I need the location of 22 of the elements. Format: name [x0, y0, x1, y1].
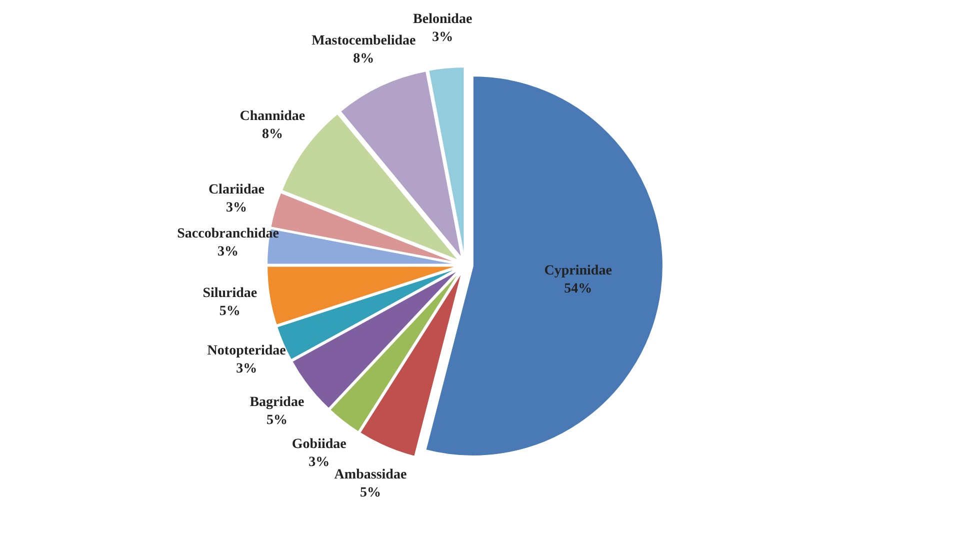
- slice-label: Notopteridae: [207, 344, 286, 359]
- data-label: 5%: [219, 304, 240, 320]
- slice-label: Mastocembelidae: [312, 34, 416, 49]
- data-label: 3%: [226, 200, 247, 216]
- data-label: 3%: [218, 244, 239, 260]
- data-label: 54%: [564, 281, 592, 296]
- slice-label: Bagridae: [250, 394, 304, 410]
- slice-label: Siluridae: [202, 286, 258, 302]
- slice-label: Channidae: [240, 109, 306, 124]
- slice-label: Saccobranchidae: [177, 226, 279, 242]
- slice-label: Belonidae: [413, 12, 472, 28]
- data-label: 5%: [360, 485, 381, 500]
- data-label: 8%: [353, 52, 374, 67]
- data-label: 5%: [266, 412, 288, 428]
- data-label: 3%: [432, 30, 454, 46]
- data-label: 8%: [262, 127, 283, 142]
- slice-label: Cyprinidae: [544, 263, 612, 278]
- slice-label: Gobiidae: [292, 437, 346, 452]
- data-label: 3%: [236, 362, 258, 377]
- slice-label: Ambassidae: [334, 467, 407, 482]
- slice-label: Clariidae: [208, 182, 264, 198]
- data-label: 3%: [308, 455, 330, 470]
